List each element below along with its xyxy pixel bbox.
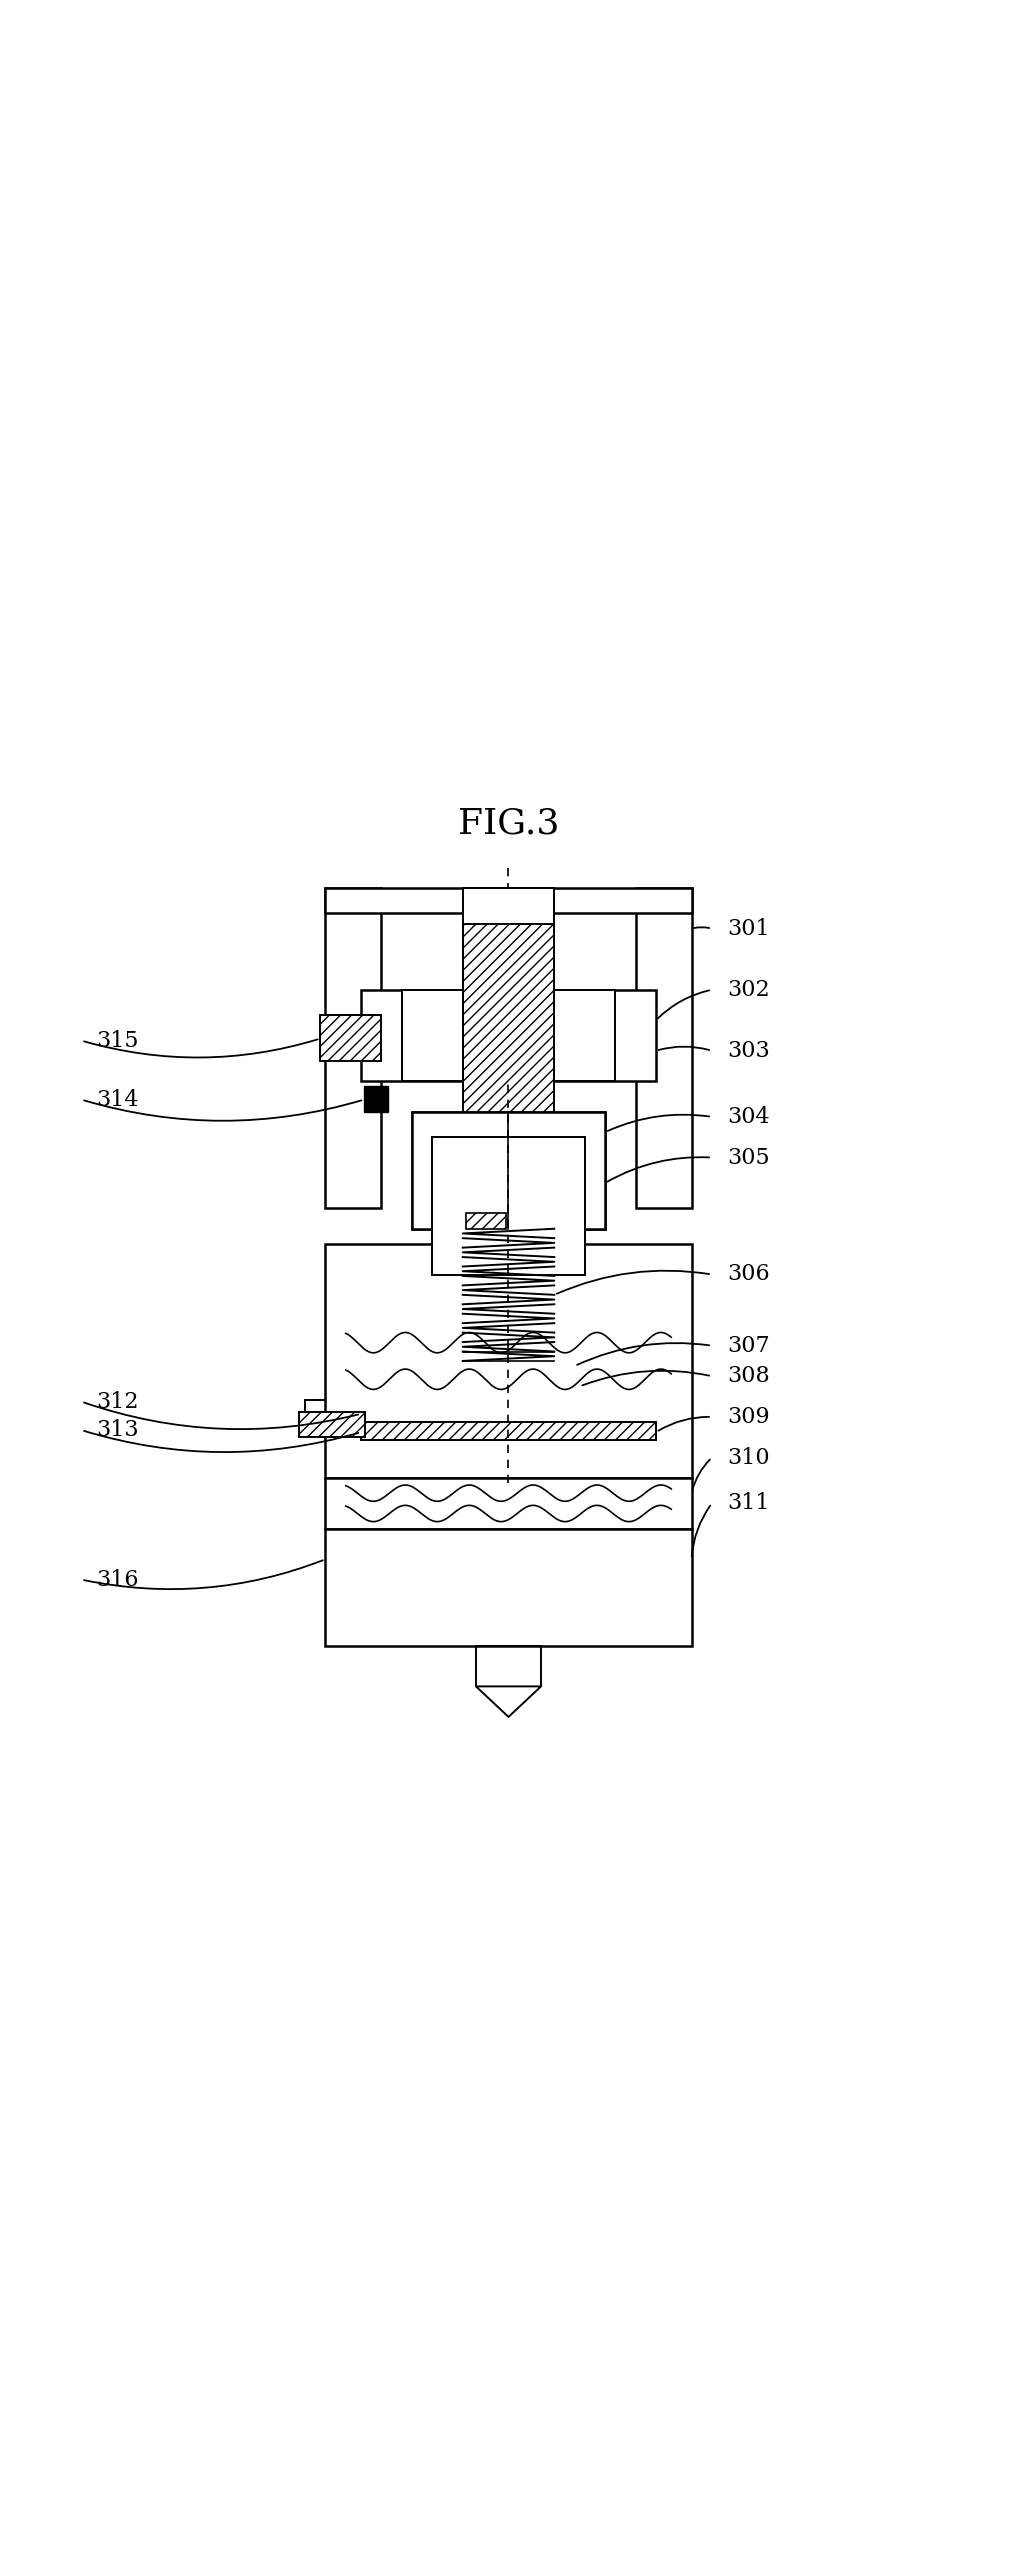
Bar [361,1407,656,1422]
Bar [437,1371,580,1399]
Bar [402,989,615,1081]
Bar [442,1361,575,1371]
Bar [299,1412,365,1438]
Bar [325,1529,692,1647]
Text: FIG.3: FIG.3 [458,805,559,841]
Text: 312: 312 [97,1392,139,1412]
Text: 314: 314 [97,1088,139,1111]
Bar [466,1213,506,1229]
Text: 305: 305 [727,1147,770,1167]
Text: 313: 313 [97,1420,139,1440]
Bar [463,923,554,1178]
Text: 316: 316 [97,1568,139,1591]
Bar [361,989,656,1081]
Bar [361,1399,371,1438]
Bar [463,1466,554,1484]
Bar [325,887,692,913]
Text: 307: 307 [727,1336,770,1356]
Bar [636,887,692,1208]
Bar [305,1399,361,1412]
Bar [325,887,381,1208]
Bar [463,887,554,989]
Text: 302: 302 [727,979,770,1002]
Bar [325,1244,692,1478]
Bar [432,1137,585,1274]
Text: 303: 303 [727,1040,770,1063]
Bar [361,1440,656,1466]
Text: 301: 301 [727,918,770,941]
Bar [364,1086,388,1111]
Text: 308: 308 [727,1366,770,1387]
Text: 306: 306 [727,1264,770,1285]
Text: 311: 311 [727,1491,770,1514]
Text: 315: 315 [97,1030,139,1053]
Text: 304: 304 [727,1106,770,1127]
Text: 310: 310 [727,1448,770,1468]
Polygon shape [476,1687,541,1718]
Bar [412,1111,605,1229]
Bar [325,1478,692,1529]
Bar [320,1015,381,1060]
Bar [447,1399,570,1410]
Text: 309: 309 [727,1407,770,1427]
Bar [476,1410,541,1438]
Bar [361,1422,656,1440]
Bar [412,1111,605,1229]
